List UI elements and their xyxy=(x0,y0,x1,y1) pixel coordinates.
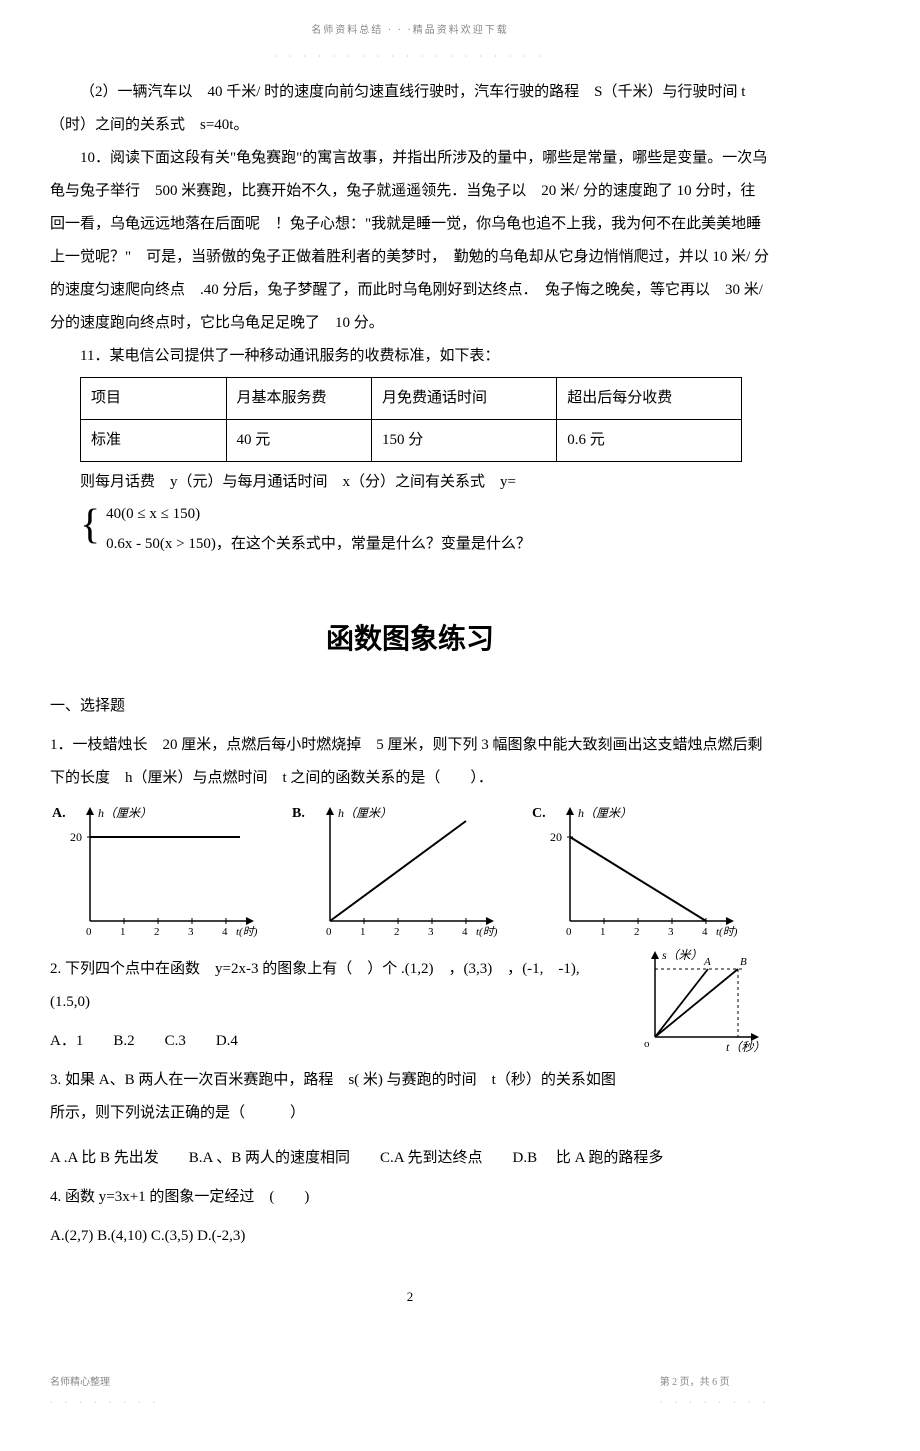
svg-text:3: 3 xyxy=(668,926,674,938)
svg-text:B: B xyxy=(740,956,747,968)
y-axis-label: h（厘米） xyxy=(98,806,152,820)
svg-text:4: 4 xyxy=(702,926,708,938)
svg-text:2: 2 xyxy=(394,926,400,938)
paragraph-10: 10．阅读下面这段有关"龟兔赛跑"的寓言故事，并指出所涉及的量中，哪些是常量，哪… xyxy=(50,142,770,340)
svg-text:t(时): t(时) xyxy=(476,925,498,938)
svg-text:o: o xyxy=(644,1038,650,1050)
footer-dots: · · · · · · · · xyxy=(660,1394,770,1412)
y-tick-20: 20 xyxy=(70,830,82,844)
y-tick-20: 20 xyxy=(550,830,562,844)
svg-text:0: 0 xyxy=(566,926,572,938)
table-cell: 月免费通话时间 xyxy=(372,377,557,419)
svg-text:2: 2 xyxy=(634,926,640,938)
svg-text:4: 4 xyxy=(462,926,468,938)
svg-text:1: 1 xyxy=(360,926,366,938)
chart-q3: s（米） A B o t（秒） xyxy=(630,947,770,1057)
chart-a: A. h（厘米） 20 0 1 2 3 4 t(时) xyxy=(50,801,270,941)
table-row: 标准 40 元 150 分 0.6 元 xyxy=(81,419,742,461)
footer-dots: · · · · · · · · xyxy=(50,1394,160,1412)
table-cell: 月基本服务费 xyxy=(226,377,372,419)
svg-text:1: 1 xyxy=(600,926,606,938)
footer-right: 第 2 页，共 6 页 xyxy=(660,1372,770,1394)
top-dots: · · · · · · · · · · · · · · · · · · · xyxy=(50,48,770,66)
section-1-heading: 一、选择题 xyxy=(50,690,770,723)
table-cell: 40 元 xyxy=(226,419,372,461)
question-2-options: A．1 B.2 C.3 D.4 xyxy=(50,1025,616,1058)
table-row: 项目 月基本服务费 月免费通话时间 超出后每分收费 xyxy=(81,377,742,419)
brace-line-2: 0.6x - 50(x > 150)，在这个关系式中，常量是什么？变量是什么？ xyxy=(106,529,531,559)
charts-row: A. h（厘米） 20 0 1 2 3 4 t(时) B. h（厘米） 0 1 … xyxy=(50,801,770,941)
table-cell: 超出后每分收费 xyxy=(557,377,742,419)
paragraph-11-after: 则每月话费 y（元）与每月通话时间 x（分）之间有关系式 y= xyxy=(50,466,770,499)
svg-text:3: 3 xyxy=(188,926,194,938)
footer-left: 名师精心整理 xyxy=(50,1372,160,1394)
chart-label: A. xyxy=(52,806,66,821)
question-2: 2. 下列四个点中在函数 y=2x-3 的图象上有（ ）个 .(1,2) ，(3… xyxy=(50,953,616,1019)
chart-label: C. xyxy=(532,806,546,821)
page-number: 2 xyxy=(50,1283,770,1312)
table-cell: 项目 xyxy=(81,377,227,419)
footer: 名师精心整理 · · · · · · · · 第 2 页，共 6 页 · · ·… xyxy=(50,1372,770,1412)
paragraph-11-intro: 11．某电信公司提供了一种移动通讯服务的收费标准，如下表： xyxy=(50,340,770,373)
chart-c: C. h（厘米） 20 0 1 2 3 4 t(时) xyxy=(530,801,750,941)
chart-b: B. h（厘米） 0 1 2 3 4 t(时) xyxy=(290,801,510,941)
svg-text:4: 4 xyxy=(222,926,228,938)
svg-text:1: 1 xyxy=(120,926,126,938)
y-axis-label: s（米） xyxy=(662,948,703,962)
svg-text:t(时): t(时) xyxy=(716,925,738,938)
svg-text:0: 0 xyxy=(326,926,332,938)
brace-line-1: 40(0 ≤ x ≤ 150) xyxy=(106,499,531,529)
x-axis-label: t（秒） xyxy=(726,1040,765,1054)
svg-text:t(时): t(时) xyxy=(236,925,258,938)
question-3-options: A .A 比 B 先出发 B.A 、B 两人的速度相同 C.A 先到达终点 D.… xyxy=(50,1142,770,1175)
table-cell: 0.6 元 xyxy=(557,419,742,461)
fee-table: 项目 月基本服务费 月免费通话时间 超出后每分收费 标准 40 元 150 分 … xyxy=(80,377,742,462)
question-4: 4. 函数 y=3x+1 的图象一定经过 ( ) xyxy=(50,1181,770,1214)
table-cell: 150 分 xyxy=(372,419,557,461)
svg-text:2: 2 xyxy=(154,926,160,938)
question-3: 3. 如果 A、B 两人在一次百米赛跑中，路程 s( 米) 与赛跑的时间 t（秒… xyxy=(50,1064,616,1130)
question-1: 1．一枝蜡烛长 20 厘米，点燃后每小时燃烧掉 5 厘米，则下列 3 幅图象中能… xyxy=(50,729,770,795)
chart-label: B. xyxy=(292,806,305,821)
question-4-options: A.(2,7) B.(4,10) C.(3,5) D.(-2,3) xyxy=(50,1220,770,1253)
piecewise-brace: { 40(0 ≤ x ≤ 150) 0.6x - 50(x > 150)，在这个… xyxy=(80,499,770,559)
svg-text:3: 3 xyxy=(428,926,434,938)
svg-text:0: 0 xyxy=(86,926,92,938)
section-title: 函数图象练习 xyxy=(50,609,770,671)
y-axis-label: h（厘米） xyxy=(578,806,632,820)
table-cell: 标准 xyxy=(81,419,227,461)
svg-text:A: A xyxy=(703,956,711,968)
paragraph-9-2: （2）一辆汽车以 40 千米/ 时的速度向前匀速直线行驶时，汽车行驶的路程 S（… xyxy=(50,76,770,142)
y-axis-label: h（厘米） xyxy=(338,806,392,820)
brace-symbol: { xyxy=(80,499,100,559)
top-header: 名师资料总结 · · ·精品资料欢迎下载 xyxy=(50,20,770,42)
